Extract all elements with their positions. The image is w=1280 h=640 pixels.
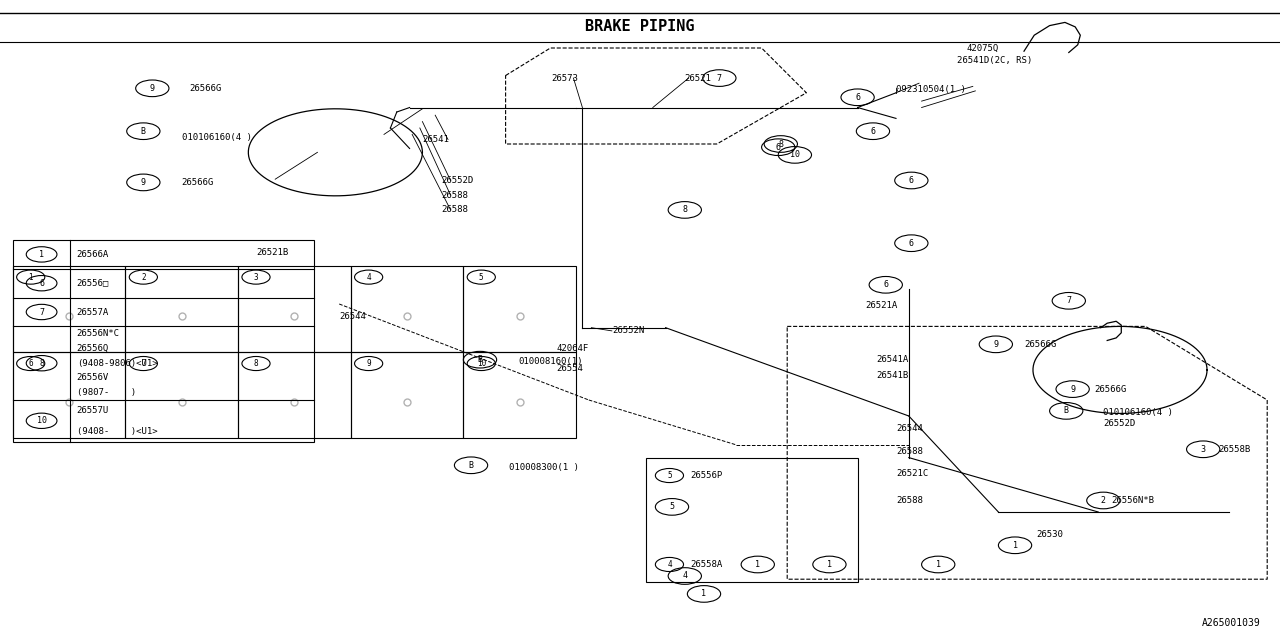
Text: 26541D(2C, RS): 26541D(2C, RS) (957, 56, 1033, 65)
Text: 26556Q: 26556Q (77, 344, 109, 353)
Text: 26544: 26544 (896, 424, 923, 433)
Text: 092310504(1 ): 092310504(1 ) (896, 85, 966, 94)
Text: 6: 6 (40, 278, 44, 288)
Text: 26556P: 26556P (690, 471, 722, 480)
Text: 26552D: 26552D (442, 176, 474, 185)
Text: 8: 8 (682, 205, 687, 214)
Text: 7: 7 (1066, 296, 1071, 305)
Text: 26521C: 26521C (896, 469, 928, 478)
Text: 2: 2 (1101, 496, 1106, 505)
Text: 26566G: 26566G (1024, 340, 1056, 349)
Text: 8: 8 (40, 358, 44, 368)
Text: 3: 3 (253, 273, 259, 282)
Text: 26530: 26530 (1037, 530, 1064, 539)
Text: 42075Q: 42075Q (966, 44, 998, 52)
Text: 6: 6 (909, 176, 914, 185)
Text: 4: 4 (682, 572, 687, 580)
Text: 26541B: 26541B (877, 371, 909, 380)
Text: B: B (1064, 406, 1069, 415)
Text: 6: 6 (883, 280, 888, 289)
Text: BRAKE PIPING: BRAKE PIPING (585, 19, 695, 35)
Text: 26588: 26588 (896, 447, 923, 456)
Text: 9: 9 (150, 84, 155, 93)
Text: 010106160(4 ): 010106160(4 ) (1103, 408, 1174, 417)
Text: 26521B: 26521B (256, 248, 288, 257)
Text: 5: 5 (667, 471, 672, 480)
Text: 4: 4 (366, 273, 371, 282)
Text: 010008160(1): 010008160(1) (518, 357, 582, 366)
Text: 4: 4 (667, 560, 672, 569)
Text: 10: 10 (790, 150, 800, 159)
Text: 26556N*C: 26556N*C (77, 329, 120, 339)
Text: 1: 1 (936, 560, 941, 569)
Text: 26556□: 26556□ (77, 278, 109, 288)
Text: 26566G: 26566G (1094, 385, 1126, 394)
Text: 26588: 26588 (896, 496, 923, 505)
Text: 5: 5 (669, 502, 675, 511)
Text: 26554: 26554 (557, 364, 584, 372)
Text: 5: 5 (479, 273, 484, 282)
Text: (9807-    ): (9807- ) (77, 388, 136, 397)
Text: 010008300(1 ): 010008300(1 ) (509, 463, 580, 472)
Text: 9: 9 (366, 359, 371, 368)
Text: 26588: 26588 (442, 205, 468, 214)
Text: B: B (477, 355, 483, 364)
Text: 010106160(4 ): 010106160(4 ) (182, 133, 252, 142)
Text: 7: 7 (717, 74, 722, 83)
Text: 26558A: 26558A (690, 560, 722, 569)
Text: 1: 1 (701, 589, 707, 598)
Text: 9: 9 (1070, 385, 1075, 394)
Text: 6: 6 (909, 239, 914, 248)
Text: 7: 7 (40, 307, 44, 317)
Text: (9408-9806)<U1>: (9408-9806)<U1> (77, 358, 157, 368)
Text: 26588: 26588 (442, 191, 468, 200)
Text: 1: 1 (755, 560, 760, 569)
Text: 9: 9 (141, 178, 146, 187)
Text: A265001039: A265001039 (1202, 618, 1261, 628)
Text: 42064F: 42064F (557, 344, 589, 353)
Text: 26541A: 26541A (877, 355, 909, 364)
Text: (9408-    )<U1>: (9408- )<U1> (77, 427, 157, 436)
Text: 26557A: 26557A (77, 307, 109, 317)
Text: 8: 8 (778, 140, 783, 148)
Text: 9: 9 (993, 340, 998, 349)
Text: 26558B: 26558B (1219, 445, 1251, 454)
Text: B: B (141, 127, 146, 136)
Text: 1: 1 (1012, 541, 1018, 550)
Text: 26552D: 26552D (1103, 419, 1135, 428)
Text: 6: 6 (870, 127, 876, 136)
Text: 1: 1 (827, 560, 832, 569)
Text: 26544: 26544 (339, 312, 366, 321)
Text: 26521A: 26521A (865, 301, 897, 310)
Text: 26556V: 26556V (77, 373, 109, 383)
Text: 26552N: 26552N (612, 326, 644, 335)
Text: 10: 10 (476, 359, 486, 368)
Text: B: B (468, 461, 474, 470)
Text: 26566A: 26566A (77, 250, 109, 259)
Text: 26557U: 26557U (77, 406, 109, 415)
Text: 26573: 26573 (552, 74, 579, 83)
Text: 26566G: 26566G (182, 178, 214, 187)
Text: 10: 10 (37, 416, 46, 426)
Text: 26521: 26521 (685, 74, 712, 83)
Text: 6: 6 (776, 143, 781, 152)
Text: 6: 6 (855, 93, 860, 102)
Text: 26541: 26541 (422, 135, 449, 144)
Text: 26556N*B: 26556N*B (1111, 496, 1155, 505)
Text: 6: 6 (28, 359, 33, 368)
Text: 8: 8 (253, 359, 259, 368)
Text: 26566G: 26566G (189, 84, 221, 93)
Text: 7: 7 (141, 359, 146, 368)
Text: 2: 2 (141, 273, 146, 282)
Text: 3: 3 (1201, 445, 1206, 454)
Text: 1: 1 (28, 273, 33, 282)
Text: 1: 1 (40, 250, 44, 259)
